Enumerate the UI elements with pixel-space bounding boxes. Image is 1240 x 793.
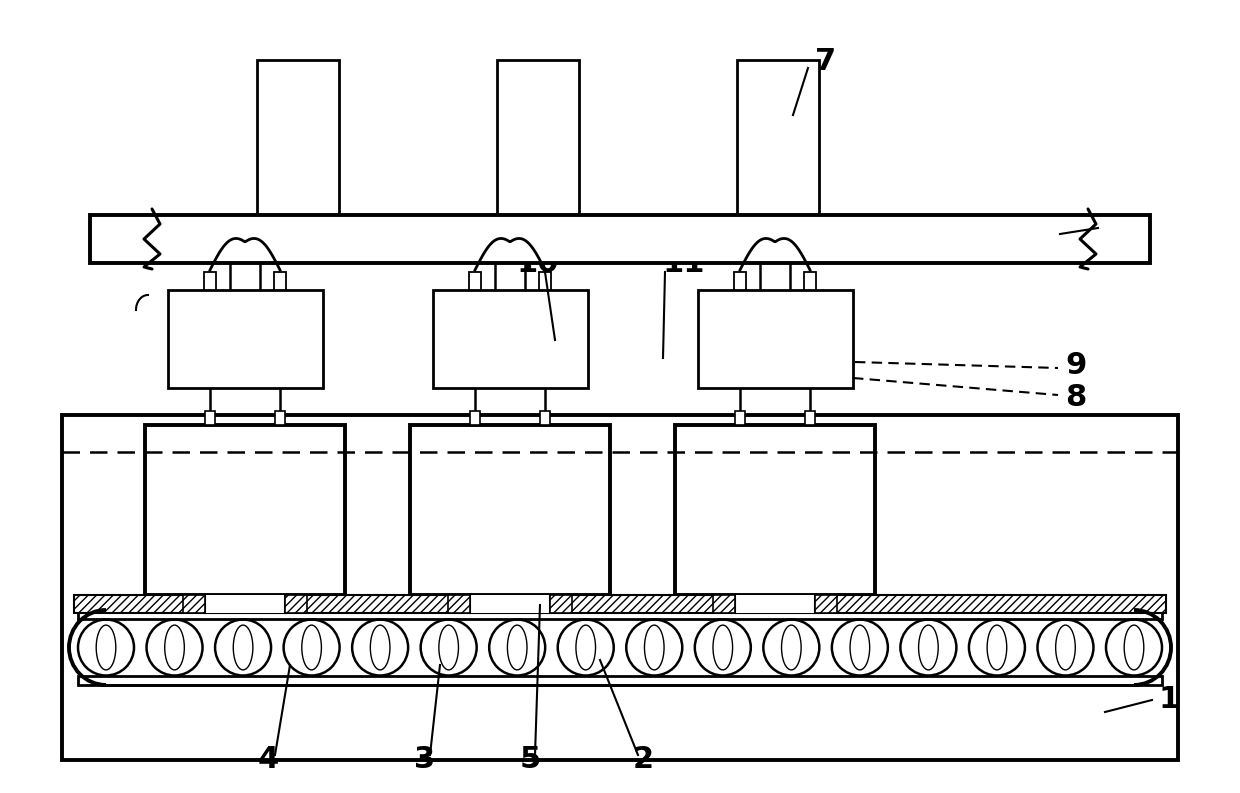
Bar bbox=[184, 595, 205, 613]
Text: 8: 8 bbox=[1065, 382, 1086, 412]
Bar bbox=[697, 290, 853, 388]
Bar bbox=[205, 595, 285, 613]
Bar bbox=[735, 411, 745, 425]
Text: 1: 1 bbox=[1158, 685, 1179, 714]
Bar bbox=[815, 595, 837, 613]
Bar bbox=[551, 595, 572, 613]
Bar bbox=[62, 415, 1178, 760]
Text: 10: 10 bbox=[517, 250, 559, 278]
Bar bbox=[285, 595, 308, 613]
Bar bbox=[470, 595, 551, 613]
Bar bbox=[469, 272, 481, 290]
Bar bbox=[74, 595, 1166, 613]
Bar bbox=[275, 411, 285, 425]
Bar bbox=[410, 425, 610, 595]
Bar bbox=[91, 215, 1149, 263]
Bar bbox=[470, 411, 480, 425]
Bar bbox=[539, 411, 551, 425]
Text: 3: 3 bbox=[414, 745, 435, 775]
Bar bbox=[433, 290, 588, 388]
Text: 2: 2 bbox=[632, 745, 653, 775]
Bar bbox=[167, 290, 322, 388]
Bar bbox=[737, 60, 818, 215]
Bar bbox=[78, 676, 1162, 685]
Text: 4: 4 bbox=[258, 745, 279, 775]
Bar bbox=[205, 272, 216, 290]
Bar bbox=[805, 411, 815, 425]
Bar bbox=[539, 272, 551, 290]
Text: 11: 11 bbox=[662, 250, 704, 278]
Bar bbox=[448, 595, 470, 613]
Bar bbox=[145, 425, 345, 595]
Bar bbox=[205, 411, 215, 425]
Text: 7: 7 bbox=[815, 48, 836, 76]
Bar bbox=[713, 595, 735, 613]
Bar bbox=[804, 272, 816, 290]
Bar bbox=[735, 595, 815, 613]
Text: 9: 9 bbox=[1065, 351, 1086, 380]
Bar bbox=[675, 425, 875, 595]
Bar bbox=[497, 60, 579, 215]
Bar bbox=[78, 610, 1162, 619]
Bar bbox=[734, 272, 746, 290]
Text: 5: 5 bbox=[520, 745, 541, 775]
Bar bbox=[274, 272, 286, 290]
Bar bbox=[257, 60, 339, 215]
Text: 6: 6 bbox=[1106, 213, 1127, 243]
